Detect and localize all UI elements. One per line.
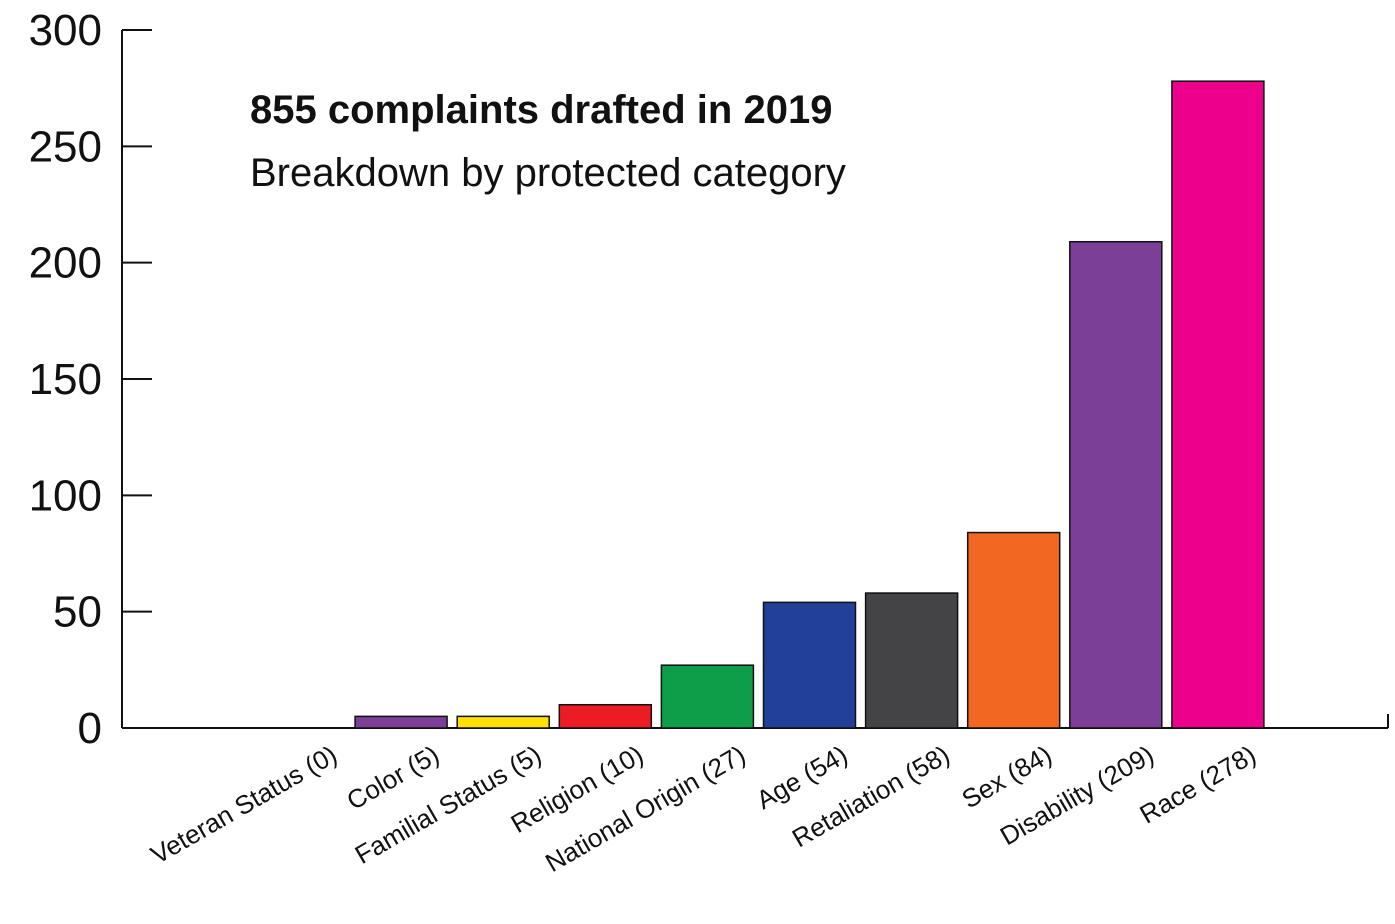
y-tick-label: 50 [53,588,102,637]
chart-axes: 0 50 100 150 200 250 300 [29,6,1389,753]
category-label: Familial Status (5) [350,739,546,870]
category-label: Race (278) [1135,739,1261,829]
bar [456,715,550,729]
chart-title: 855 complaints drafted in 2019 [250,88,832,132]
y-tick-label: 200 [29,239,102,288]
category-label: Veteran Status (0) [146,739,342,870]
chart-bars [354,80,1265,729]
bar [966,531,1061,729]
bar [762,601,857,729]
bar [1171,80,1265,729]
y-tick-label: 250 [29,122,102,171]
y-tick-label: 0 [78,704,102,753]
bar [864,592,959,729]
y-tick-label: 100 [29,471,102,520]
bar [354,715,448,729]
bar [558,703,653,729]
y-tick-label: 150 [29,355,102,404]
y-tick-label: 300 [29,6,102,55]
bar [1069,240,1163,729]
chart-subtitle: Breakdown by protected category [250,151,846,195]
bar [660,664,755,729]
chart-category-labels: Veteran Status (0) Color (5)Familial Stat… [146,739,1261,878]
